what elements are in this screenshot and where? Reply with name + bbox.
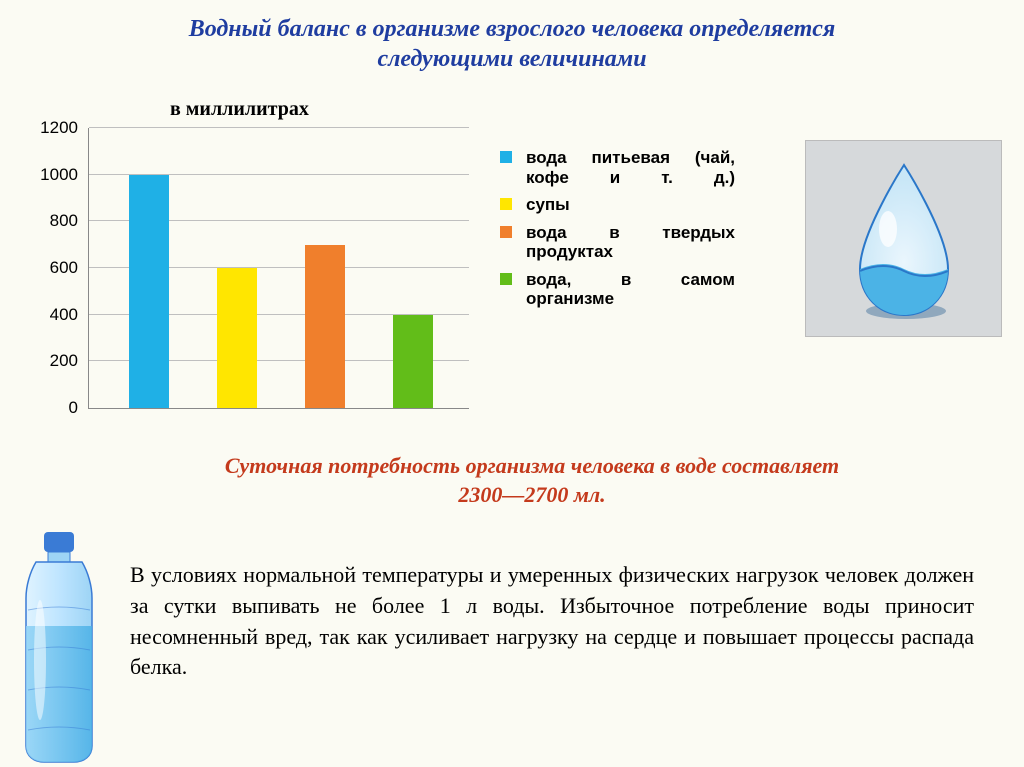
legend-label: вода, в самом организме bbox=[526, 270, 735, 309]
water-bottle-image bbox=[4, 530, 114, 765]
daily-need-text: Суточная потребность организма человека … bbox=[90, 452, 974, 509]
bar-3 bbox=[393, 315, 433, 408]
title-line-2: следующими величинами bbox=[377, 46, 646, 72]
water-drop-icon bbox=[844, 159, 964, 319]
water-drop-image bbox=[805, 140, 1002, 337]
legend-item-3: вода, в самом организме bbox=[500, 270, 735, 309]
legend-swatch bbox=[500, 151, 512, 163]
legend-label: вода питьевая (чай, кофе и т. д.) bbox=[526, 148, 735, 187]
legend-item-0: вода питьевая (чай, кофе и т. д.) bbox=[500, 148, 735, 187]
y-tick-label: 1000 bbox=[28, 165, 78, 185]
y-tick-label: 800 bbox=[28, 211, 78, 231]
y-tick-label: 600 bbox=[28, 258, 78, 278]
title-line-1: Водный баланс в организме взрослого чело… bbox=[189, 16, 836, 42]
gridline bbox=[89, 127, 469, 128]
legend-label: вода в твердых продуктах bbox=[526, 223, 735, 262]
legend-label: супы bbox=[526, 195, 735, 215]
body-paragraph: В условиях нормальной температуры и умер… bbox=[130, 560, 974, 683]
plot-area bbox=[88, 128, 469, 409]
legend-item-2: вода в твердых продуктах bbox=[500, 223, 735, 262]
bar-2 bbox=[305, 245, 345, 408]
y-tick-label: 0 bbox=[28, 398, 78, 418]
legend-swatch bbox=[500, 273, 512, 285]
need-line-2: 2300—2700 мл. bbox=[458, 482, 605, 507]
page-title: Водный баланс в организме взрослого чело… bbox=[60, 14, 964, 74]
legend-item-1: супы bbox=[500, 195, 735, 215]
y-tick-label: 1200 bbox=[28, 118, 78, 138]
legend-swatch bbox=[500, 226, 512, 238]
bar-1 bbox=[217, 268, 257, 408]
water-bottle-icon bbox=[4, 530, 114, 765]
need-line-1: Суточная потребность организма человека … bbox=[225, 453, 839, 478]
bar-chart: 0 200 400 600 800 1000 1200 bbox=[28, 120, 478, 440]
slide: Водный баланс в организме взрослого чело… bbox=[0, 0, 1024, 767]
y-tick-label: 200 bbox=[28, 351, 78, 371]
bar-0 bbox=[129, 175, 169, 408]
y-tick-label: 400 bbox=[28, 305, 78, 325]
legend-swatch bbox=[500, 198, 512, 210]
legend: вода питьевая (чай, кофе и т. д.) супы вод… bbox=[500, 140, 735, 317]
chart-title: в миллилитрах bbox=[170, 98, 309, 121]
